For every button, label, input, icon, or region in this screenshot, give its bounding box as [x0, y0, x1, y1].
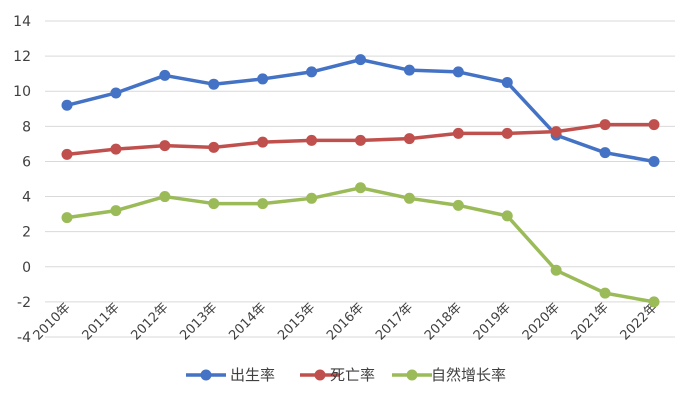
data-point — [648, 296, 660, 308]
series-line — [66, 186, 655, 304]
data-point — [110, 205, 122, 217]
y-tick-label: 2 — [22, 225, 31, 241]
data-point — [61, 212, 73, 224]
data-point — [355, 182, 366, 194]
y-tick-label: -4 — [17, 330, 31, 346]
data-point — [208, 78, 220, 90]
data-point — [61, 99, 73, 111]
data-point — [403, 133, 415, 145]
legend-marker — [200, 369, 212, 381]
data-point — [501, 76, 513, 88]
data-point — [599, 119, 611, 131]
data-point — [159, 69, 171, 81]
data-point — [452, 127, 464, 139]
data-point — [159, 191, 171, 203]
y-axis-ticks: -4 -2 0 2 4 6 8 10 12 14 — [13, 14, 31, 346]
legend-marker — [314, 369, 326, 381]
series-group — [61, 54, 660, 308]
data-point — [355, 54, 366, 66]
data-point — [403, 192, 415, 204]
data-point — [403, 64, 415, 76]
data-point — [550, 126, 562, 138]
data-point — [599, 147, 611, 159]
data-point — [648, 155, 660, 167]
data-point — [355, 134, 366, 146]
data-point — [110, 87, 122, 99]
data-point — [306, 66, 318, 78]
y-tick-label: 12 — [13, 49, 31, 65]
legend-label: 出生率 — [230, 366, 275, 384]
data-point — [501, 127, 513, 139]
data-point — [208, 198, 220, 210]
legend-marker — [406, 369, 418, 381]
data-point — [550, 264, 562, 276]
y-tick-label: 6 — [22, 154, 31, 170]
y-tick-label: 10 — [13, 84, 31, 100]
data-point — [501, 210, 513, 222]
legend-label: 死亡率 — [330, 366, 375, 384]
data-point — [257, 198, 269, 210]
data-point — [61, 148, 73, 160]
data-point — [599, 287, 611, 299]
data-point — [306, 192, 318, 204]
data-point — [452, 66, 464, 78]
y-tick-label: 8 — [22, 119, 31, 135]
data-point — [257, 73, 269, 85]
data-point — [648, 119, 660, 131]
y-tick-label: -2 — [17, 295, 31, 311]
legend-label: 自然增长率 — [431, 366, 506, 384]
data-point — [452, 199, 464, 211]
y-tick-label: 4 — [22, 190, 31, 206]
data-point — [257, 136, 269, 148]
data-point — [110, 143, 122, 155]
grid-lines — [45, 20, 675, 338]
data-point — [159, 140, 171, 152]
y-tick-label: 14 — [13, 14, 31, 30]
data-point — [306, 134, 318, 146]
y-tick-label: 0 — [22, 260, 31, 276]
data-point — [208, 141, 220, 153]
legend: 出生率 死亡率 自然增长率 — [186, 366, 506, 384]
